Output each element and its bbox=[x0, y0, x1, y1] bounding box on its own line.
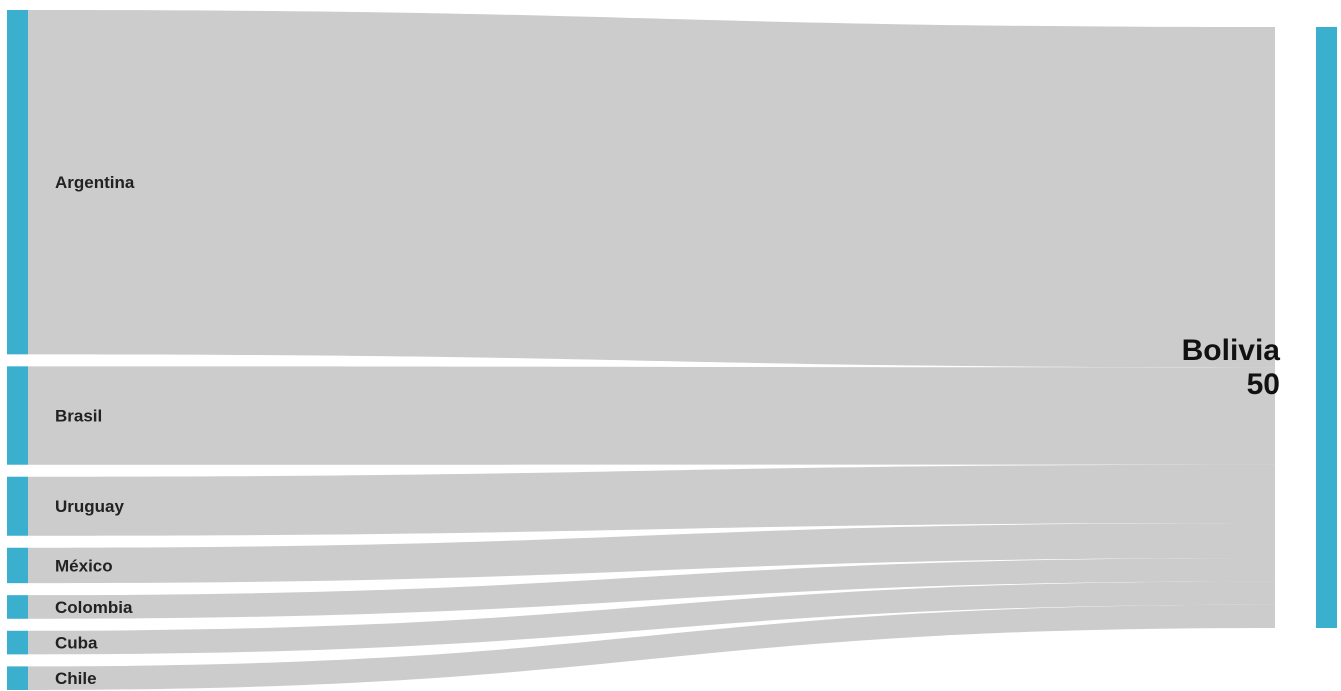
source-label-uruguay: Uruguay bbox=[55, 497, 125, 516]
sankey-links bbox=[28, 10, 1275, 690]
target-label-value: 50 bbox=[1247, 368, 1280, 401]
source-node-brasil bbox=[7, 366, 28, 465]
target-label-name: Bolivia bbox=[1182, 334, 1281, 367]
link-argentina bbox=[28, 10, 1275, 368]
sankey-nodes bbox=[7, 10, 28, 690]
source-label-argentina: Argentina bbox=[55, 173, 135, 192]
link-cuba bbox=[28, 581, 1275, 655]
source-label-mexico: México bbox=[55, 556, 113, 575]
sankey-labels: Argentina Brasil Uruguay México Colombia Cuba… bbox=[55, 173, 135, 688]
source-node-argentina bbox=[7, 10, 28, 355]
link-uruguay bbox=[28, 464, 1275, 536]
link-chile bbox=[28, 604, 1275, 690]
link-colombia bbox=[28, 557, 1275, 619]
source-label-brasil: Brasil bbox=[55, 407, 102, 426]
source-label-chile: Chile bbox=[55, 669, 97, 688]
source-node-uruguay bbox=[7, 476, 28, 536]
link-mexico bbox=[28, 522, 1275, 584]
target-node-bolivia bbox=[1316, 27, 1337, 628]
link-brasil bbox=[28, 366, 1275, 465]
source-label-cuba: Cuba bbox=[55, 634, 98, 653]
source-node-cuba bbox=[7, 630, 28, 655]
source-node-colombia bbox=[7, 595, 28, 619]
source-node-chile bbox=[7, 666, 28, 690]
source-node-mexico bbox=[7, 547, 28, 584]
source-label-colombia: Colombia bbox=[55, 598, 133, 617]
